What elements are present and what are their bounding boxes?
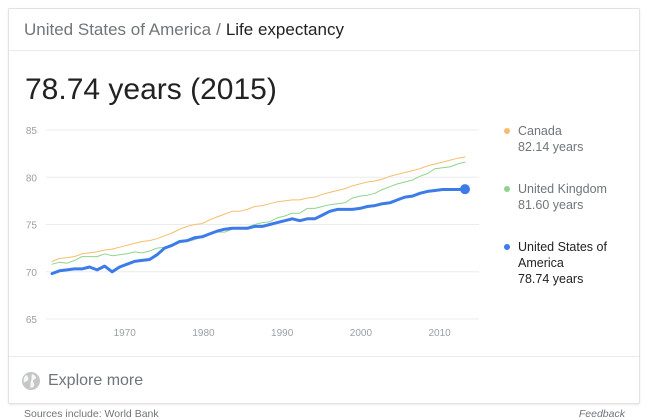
y-tick-label: 75 (26, 221, 38, 232)
x-tick-label: 1980 (192, 328, 215, 339)
y-tick-label: 70 (26, 268, 38, 279)
legend-dot (504, 186, 510, 192)
breadcrumb-country[interactable]: United States of America (24, 20, 212, 39)
breadcrumb-current: Life expectancy (225, 20, 344, 39)
y-tick-label: 65 (26, 315, 38, 326)
x-axis-ticks: 1970 1980 1990 2000 2010 (114, 328, 452, 339)
series-line-united-kingdom[interactable] (51, 161, 466, 265)
legend-name: Canada (518, 124, 562, 138)
legend-name: United States of America (518, 240, 607, 270)
breadcrumb-separator: / (216, 20, 221, 39)
series-line-united-states-of-america[interactable] (50, 187, 467, 276)
x-tick-label: 1970 (114, 328, 137, 339)
selected-point-marker[interactable] (460, 184, 470, 195)
legend-dot (504, 244, 510, 250)
sources-note: Sources include: World Bank (24, 408, 159, 420)
feedback-link[interactable]: Feedback (578, 408, 625, 420)
chart-grid: 65 70 75 80 85 (26, 126, 479, 326)
y-tick-label: 80 (26, 173, 38, 184)
x-tick-label: 2010 (429, 328, 452, 339)
chart-series (50, 156, 470, 276)
legend-item-united-states[interactable]: United States of America 78.74 years (504, 239, 639, 287)
legend-name: United Kingdom (518, 182, 607, 196)
headline-value: 78.74 years (2015) (25, 73, 277, 106)
legend-item-united-kingdom[interactable]: United Kingdom 81.60 years (504, 181, 639, 213)
legend-dot (504, 128, 510, 134)
explore-more-label: Explore more (48, 372, 144, 389)
legend-value: 78.74 years (518, 272, 584, 286)
explore-more-button[interactable]: Explore more (21, 370, 143, 392)
x-tick-label: 1990 (271, 328, 294, 339)
series-line-canada[interactable] (51, 156, 466, 262)
life-expectancy-card: United States of America / Life expectancy… (8, 8, 640, 404)
breadcrumb: United States of America / Life expectancy (9, 9, 639, 51)
globe-icon (22, 372, 40, 390)
legend-value: 81.60 years (518, 198, 584, 212)
legend-value: 82.14 years (518, 140, 584, 154)
legend-item-canada[interactable]: Canada 82.14 years (504, 123, 639, 155)
x-tick-label: 2000 (350, 328, 373, 339)
y-tick-label: 85 (26, 126, 38, 137)
footer-bar: Explore more (9, 356, 639, 403)
